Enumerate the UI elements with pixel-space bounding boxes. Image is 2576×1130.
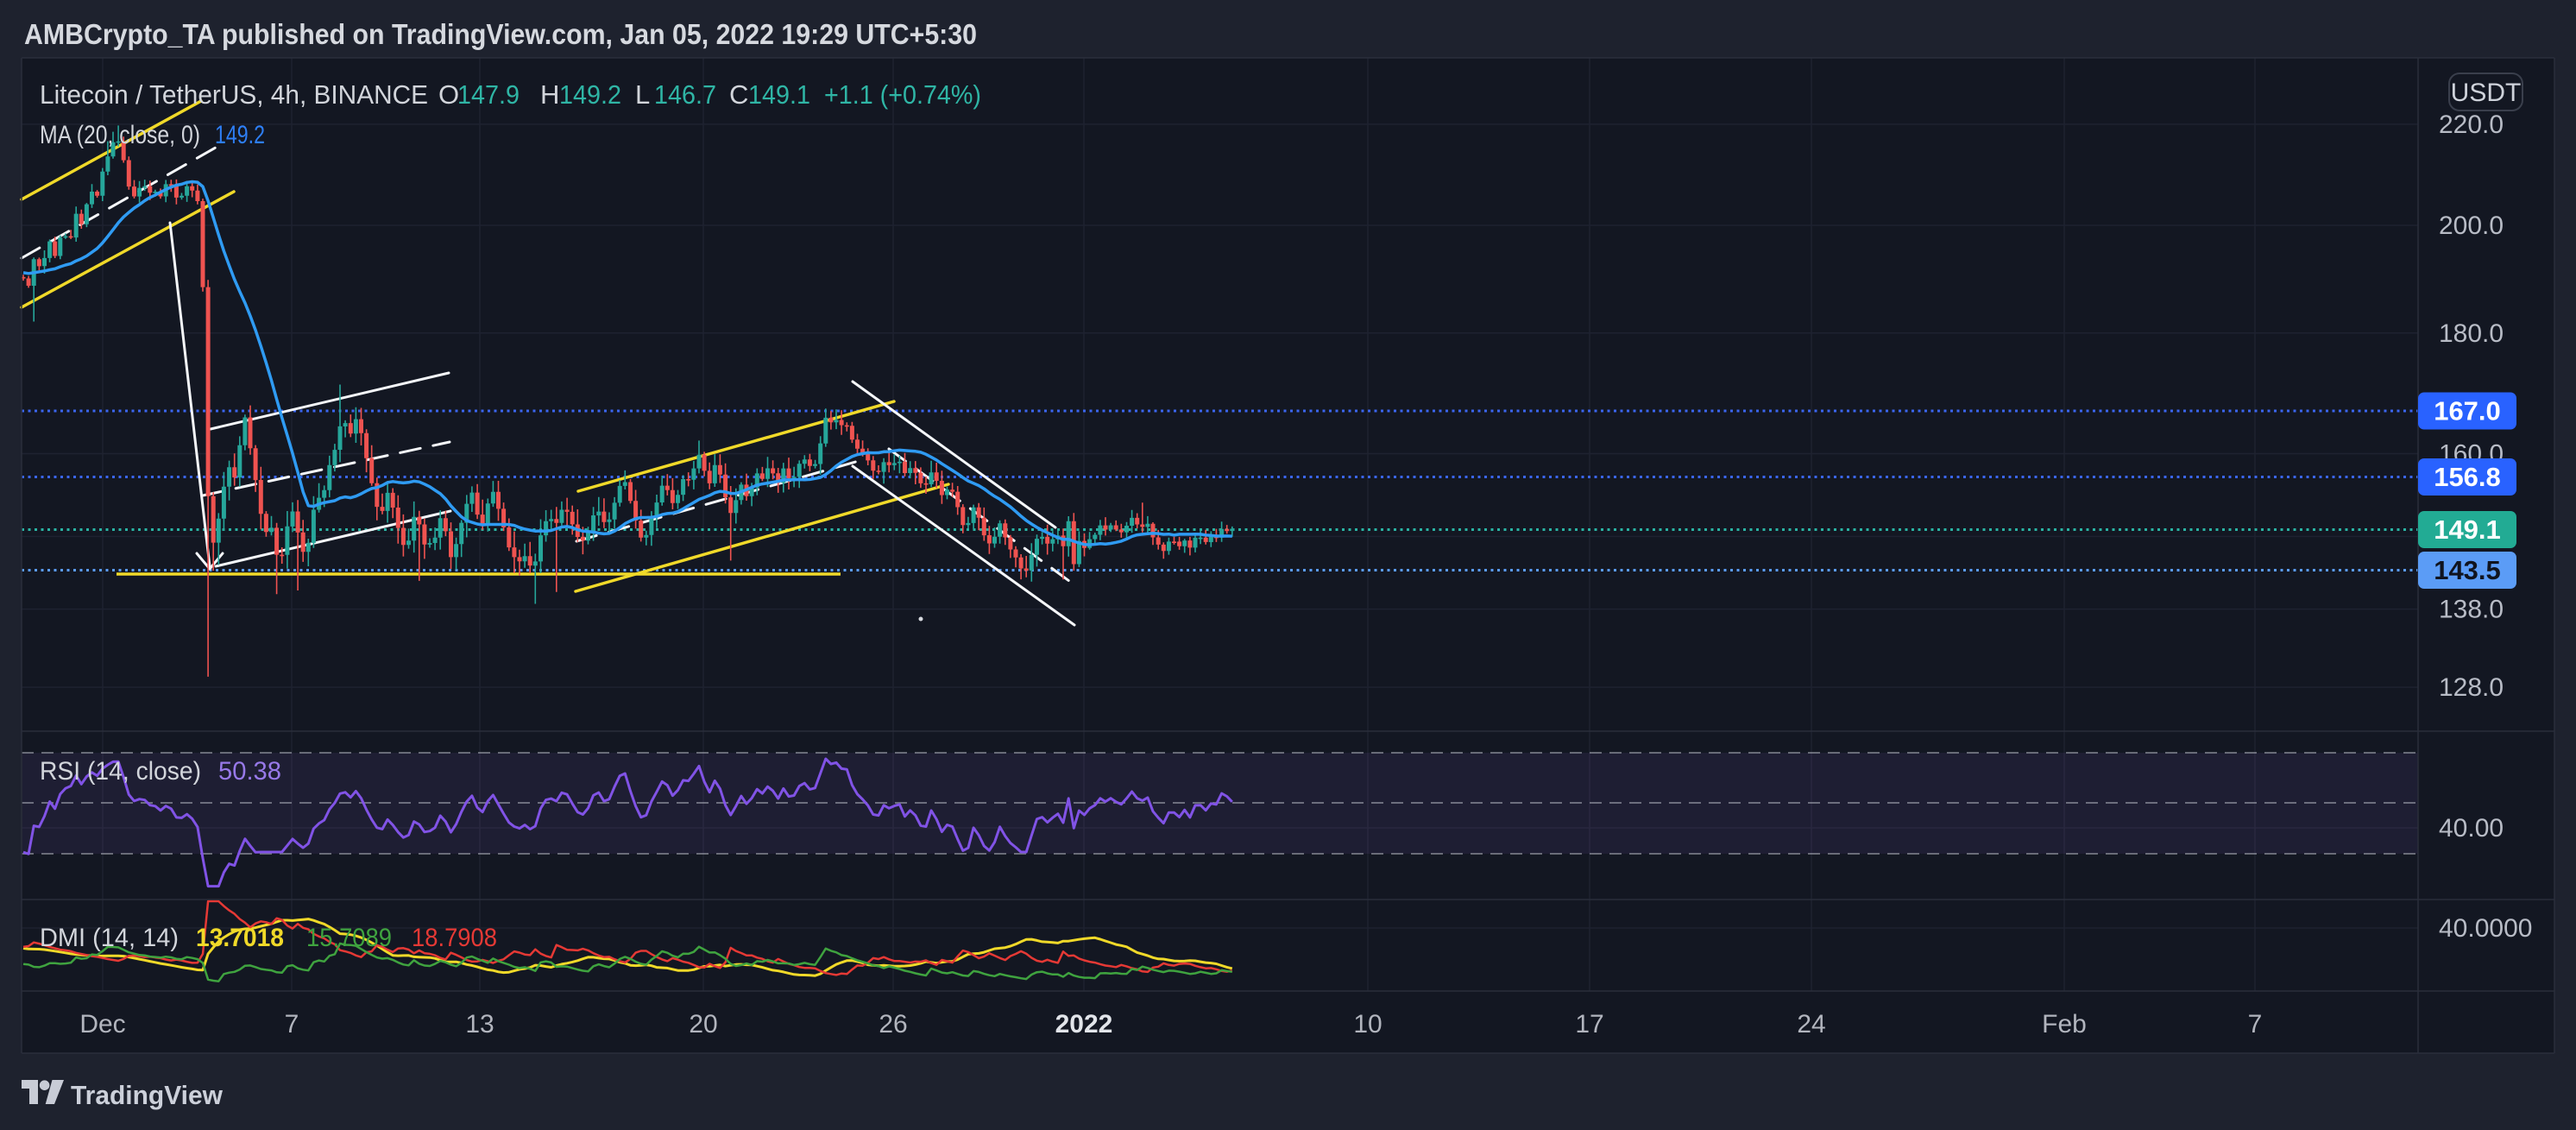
svg-text:50.38: 50.38 — [218, 757, 281, 786]
svg-text:MA (20, close, 0): MA (20, close, 0) — [40, 121, 200, 149]
svg-text:O: O — [438, 79, 459, 110]
svg-text:149.1: 149.1 — [748, 79, 810, 110]
svg-text:149.2: 149.2 — [215, 121, 265, 149]
svg-text:L: L — [635, 79, 650, 110]
svg-text:24: 24 — [1797, 1010, 1825, 1038]
svg-text:2022: 2022 — [1055, 1010, 1113, 1038]
svg-text:15.7089: 15.7089 — [306, 924, 392, 952]
svg-text:7: 7 — [2248, 1010, 2263, 1038]
svg-text:40.0000: 40.0000 — [2439, 914, 2532, 943]
svg-text:18.7908: 18.7908 — [412, 924, 497, 952]
svg-text:H: H — [540, 79, 559, 110]
svg-text:AMBCrypto_TA published on Trad: AMBCrypto_TA published on TradingView.co… — [24, 18, 977, 50]
svg-text:Feb: Feb — [2042, 1010, 2087, 1038]
svg-text:13: 13 — [465, 1010, 494, 1038]
svg-text:26: 26 — [879, 1010, 907, 1038]
svg-text:146.7: 146.7 — [654, 79, 716, 110]
svg-text:149.2: 149.2 — [559, 79, 621, 110]
svg-text:149.1: 149.1 — [2434, 514, 2501, 545]
svg-text:17: 17 — [1575, 1010, 1603, 1038]
svg-text:Dec: Dec — [79, 1010, 125, 1038]
svg-text:+1.1 (+0.74%): +1.1 (+0.74%) — [824, 79, 981, 110]
svg-text:128.0: 128.0 — [2439, 673, 2504, 702]
svg-text:DMI (14, 14): DMI (14, 14) — [40, 924, 179, 952]
svg-text:40.00: 40.00 — [2439, 814, 2504, 843]
svg-text:138.0: 138.0 — [2439, 596, 2504, 624]
svg-text:167.0: 167.0 — [2434, 396, 2501, 426]
svg-text:10: 10 — [1353, 1010, 1382, 1038]
svg-text:200.0: 200.0 — [2439, 211, 2504, 240]
svg-text:USDT: USDT — [2451, 79, 2522, 107]
svg-text:RSI (14, close): RSI (14, close) — [40, 757, 201, 786]
svg-text:C: C — [729, 79, 748, 110]
svg-text:220.0: 220.0 — [2439, 110, 2504, 139]
svg-text:147.9: 147.9 — [457, 79, 520, 110]
svg-text:TradingView: TradingView — [71, 1080, 224, 1110]
svg-text:7: 7 — [285, 1010, 299, 1038]
svg-text:156.8: 156.8 — [2434, 462, 2501, 492]
svg-text:13.7018: 13.7018 — [196, 924, 284, 952]
svg-text:Litecoin / TetherUS, 4h, BINAN: Litecoin / TetherUS, 4h, BINANCE — [40, 79, 428, 110]
svg-text:143.5: 143.5 — [2434, 555, 2501, 585]
svg-text:180.0: 180.0 — [2439, 319, 2504, 348]
svg-text:20: 20 — [689, 1010, 717, 1038]
